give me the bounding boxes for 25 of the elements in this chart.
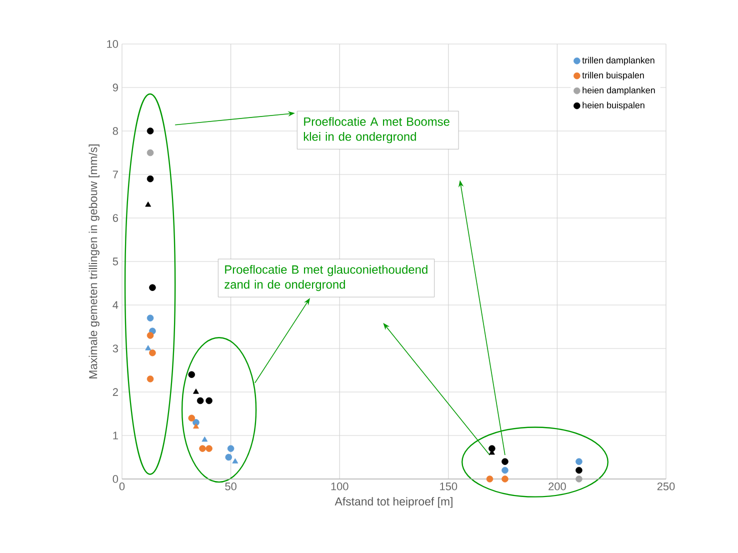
x-axis-title: Afstand tot heiproef [m] bbox=[334, 497, 452, 508]
annotation: Proeflocatie A met Boomse klei in de ondergrond bbox=[304, 117, 450, 144]
legend-label: heien buispalen bbox=[582, 102, 644, 110]
y-tick-label: 2 bbox=[112, 388, 118, 396]
x-tick-label: 250 bbox=[657, 482, 675, 490]
annotation: Proeflocatie B met glauconiethoudend zand in de ondergrond bbox=[224, 264, 428, 292]
x-tick-label: 100 bbox=[331, 482, 348, 490]
x-tick-label: 50 bbox=[225, 482, 236, 490]
legend-label: trillen buispalen bbox=[582, 72, 644, 80]
y-tick-label: 8 bbox=[112, 127, 118, 135]
y-axis-title: Maximale gemeten trillingen in gebouw [mm/s] bbox=[88, 144, 100, 378]
y-tick-label: 5 bbox=[112, 258, 118, 266]
x-tick-label: 200 bbox=[548, 482, 566, 490]
x-tick-label: 150 bbox=[440, 482, 458, 490]
legend-label: trillen damplanken bbox=[582, 56, 654, 66]
legend-label: heien damplanken bbox=[582, 86, 655, 96]
y-tick-label: 4 bbox=[112, 301, 118, 309]
y-tick-label: 0 bbox=[112, 475, 118, 483]
y-tick-label: 10 bbox=[107, 40, 118, 48]
y-tick-label: 1 bbox=[113, 432, 118, 440]
y-tick-label: 7 bbox=[112, 170, 118, 178]
y-tick-label: 3 bbox=[112, 344, 118, 352]
y-tick-label: 6 bbox=[112, 214, 118, 222]
y-tick-label: 9 bbox=[112, 84, 118, 92]
x-tick-label: 0 bbox=[119, 482, 125, 490]
